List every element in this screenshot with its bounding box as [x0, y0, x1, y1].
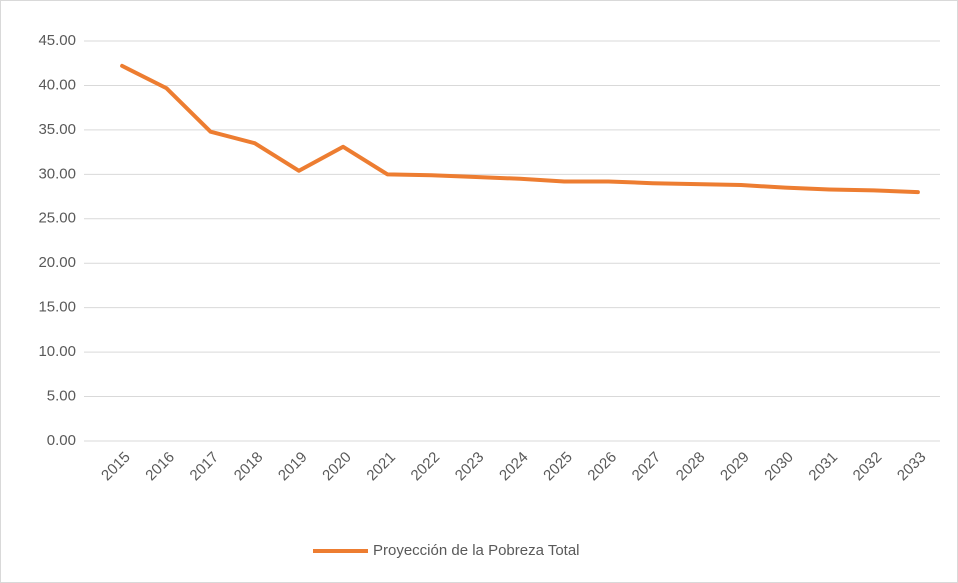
y-tick-label: 25.00 — [38, 210, 76, 227]
y-tick-label: 5.00 — [47, 388, 76, 405]
series-line — [120, 63, 920, 195]
y-tick-label: 15.00 — [38, 299, 76, 316]
y-tick-label: 30.00 — [38, 165, 76, 182]
y-tick-label: 35.00 — [38, 121, 76, 138]
legend-label: Proyección de la Pobreza Total — [373, 542, 580, 559]
y-tick-label: 40.00 — [38, 76, 76, 93]
y-tick-label: 0.00 — [47, 432, 76, 449]
y-tick-label: 10.00 — [38, 343, 76, 360]
y-tick-label: 20.00 — [38, 254, 76, 271]
y-tick-label: 45.00 — [38, 32, 76, 49]
